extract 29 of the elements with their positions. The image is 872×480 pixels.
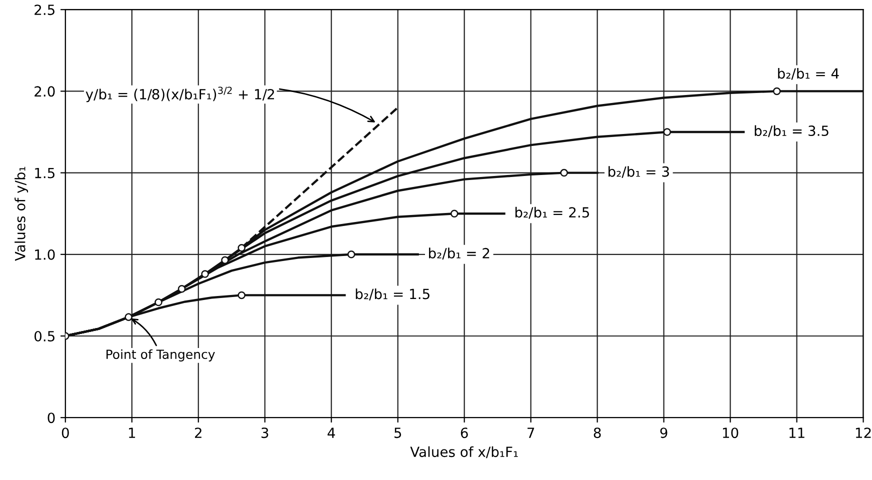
y-tick-label: 1.5: [35, 168, 54, 178]
y-axis-title: Values of y/b₁: [14, 166, 28, 261]
x-tick-label: 5: [394, 428, 402, 438]
x-tick-label: 0: [62, 428, 69, 438]
x-tick-label: 12: [856, 428, 871, 438]
y-tick-label: 2.0: [34, 86, 55, 97]
y-tick-label: 0: [48, 412, 55, 424]
x-tick-label: 4: [328, 428, 335, 438]
x-tick-label: 7: [528, 428, 534, 438]
x-tick-label: 1: [128, 428, 136, 438]
series-label: b₂/b₁ = 1.5: [356, 288, 430, 300]
x-tick-label: 3: [262, 428, 268, 438]
y-tick-label: 0.5: [34, 330, 54, 342]
x-tick-label: 8: [594, 428, 601, 438]
series-label: b₂/b₁ = 2.5: [515, 206, 589, 219]
x-tick-label: 2: [194, 428, 202, 438]
y-tick-label: 2.5: [34, 4, 54, 16]
x-tick-label: 11: [789, 428, 804, 438]
annotation: Point of Tangency: [106, 349, 215, 362]
x-tick-label: 9: [660, 428, 668, 438]
x-tick-label: 6: [460, 428, 468, 438]
annotation: y/b₁ = (1/8)(x/b₁F₁)$^{3/2}$ + 1/2: [86, 86, 274, 102]
series-label: b₂/b₁ = 2: [429, 248, 490, 260]
series-label: b₂/b₁ = 3.5: [754, 125, 828, 138]
series-label: b₂/b₁ = 4: [778, 68, 839, 80]
x-axis-title: Values of x/b₁F₁: [410, 446, 518, 458]
series-label: b₂/b₁ = 3: [608, 166, 669, 178]
y-tick-label: 1.0: [35, 249, 55, 260]
x-tick-label: 10: [722, 428, 738, 438]
